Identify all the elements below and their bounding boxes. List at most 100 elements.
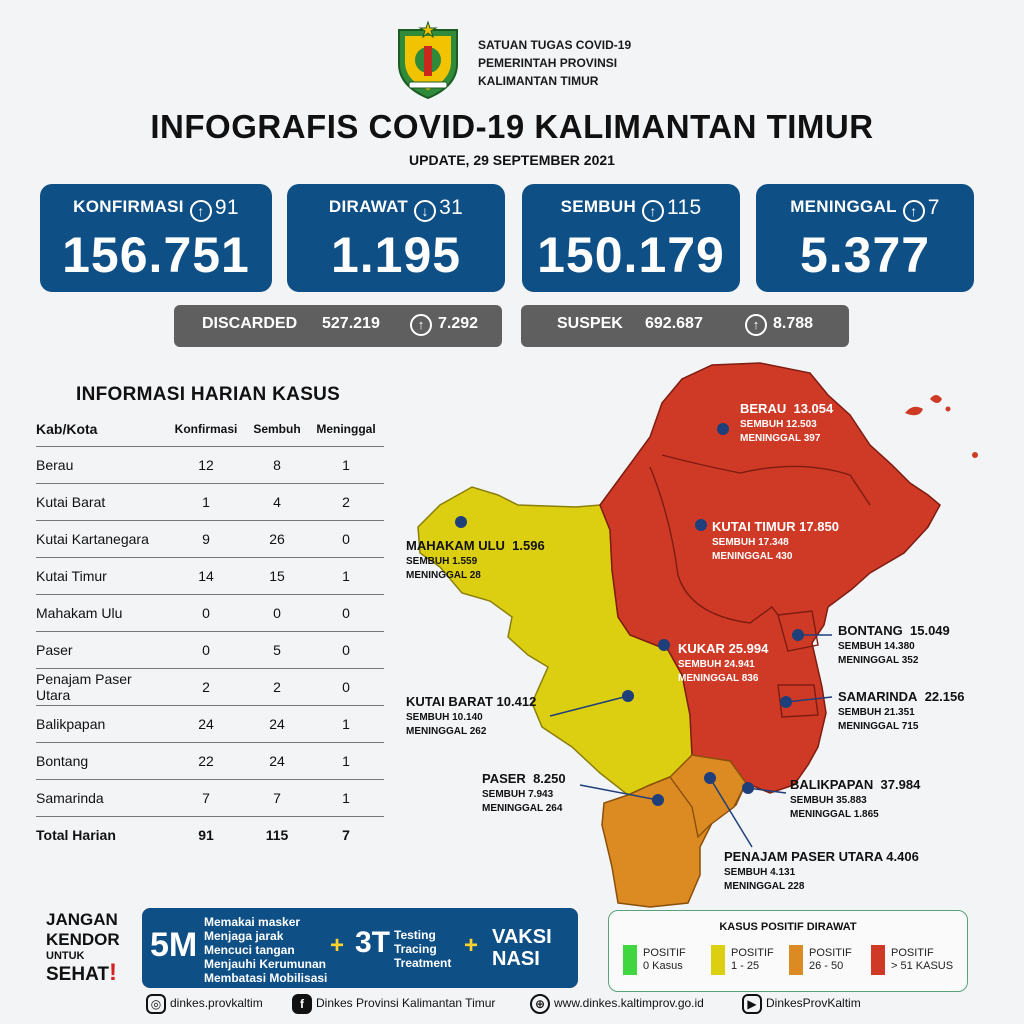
konfirmasi-card: KONFIRMASI ↑ 91 156.751	[40, 184, 272, 292]
meninggal-value: 5.377	[799, 227, 931, 283]
table-row: Samarinda 7 7 1	[36, 779, 384, 817]
cell-sembuh: 4	[246, 483, 308, 521]
col-konfirmasi: Konfirmasi	[166, 412, 246, 447]
legend-item-0: POSITIF 0 Kasus	[643, 947, 686, 972]
col-meninggal: Meninggal	[308, 412, 384, 447]
table-title: INFORMASI HARIAN KASUS	[76, 384, 341, 405]
suspek-label: SUSPEK	[557, 315, 623, 332]
table-row: Mahakam Ulu 0 0 0	[36, 594, 384, 632]
col-kabkota: Kab/Kota	[36, 412, 166, 447]
kaltim-emblem-logo	[398, 20, 458, 100]
youtube-icon: ▶	[742, 994, 762, 1014]
meninggal-delta: 7	[927, 196, 940, 219]
cell-konfirmasi: 9	[166, 520, 246, 558]
footer-facebook[interactable]: f Dinkes Provinsi Kalimantan Timur	[292, 994, 495, 1014]
cell-kabkota: Kutai Timur	[36, 557, 166, 595]
organization-name: SATUAN TUGAS COVID-19 PEMERINTAH PROVINS…	[478, 36, 631, 90]
update-date: UPDATE, 29 SEPTEMBER 2021	[409, 152, 615, 168]
suspek-value: 692.687	[645, 315, 703, 332]
region-red-districts	[599, 362, 941, 794]
cell-sembuh: 7	[246, 779, 308, 817]
cell-konfirmasi: 0	[166, 631, 246, 669]
cell-kabkota: Mahakam Ulu	[36, 594, 166, 632]
sembuh-card: SEMBUH ↑ 115 150.179	[522, 184, 740, 292]
instagram-icon: ◎	[146, 994, 166, 1014]
cell-kabkota: Bontang	[36, 742, 166, 780]
cell-sembuh: 15	[246, 557, 308, 595]
cell-meninggal: 0	[308, 668, 384, 706]
arrow-up-icon: ↑	[642, 200, 665, 222]
cell-sembuh: 26	[246, 520, 308, 558]
org-line-2: PEMERINTAH PROVINSI	[478, 56, 618, 70]
arrow-up-icon: ↑	[410, 314, 432, 336]
cell-kabkota: Kutai Kartanegara	[36, 520, 166, 558]
5m-3t-campaign-banner: 5M Memakai masker Menjaga jarak Mencuci …	[142, 908, 578, 988]
cell-sembuh: 8	[246, 446, 308, 484]
cell-meninggal: 0	[308, 520, 384, 558]
label-mahakam-ulu: MAHAKAM ULU 1.596 SEMBUH 1.559 MENINGGAL…	[406, 538, 545, 581]
suspek-bar: SUSPEK 692.687 ↑ 8.788	[521, 305, 849, 347]
org-line-1: SATUAN TUGAS COVID-19	[478, 38, 632, 52]
org-line-3: KALIMANTAN TIMUR	[478, 74, 599, 88]
table-header-row: Kab/Kota Konfirmasi Sembuh Meninggal	[36, 412, 384, 447]
footer-instagram[interactable]: ◎ dinkes.provkaltim	[146, 994, 263, 1014]
map-legend: KASUS POSITIF DIRAWAT POSITIF 0 Kasus POS…	[608, 910, 968, 992]
discarded-bar: DISCARDED 527.219 ↑ 7.292	[174, 305, 502, 347]
table-row: Berau 12 8 1	[36, 446, 384, 484]
sembuh-label: SEMBUH	[560, 197, 637, 216]
vaksinasi-label: VAKSI NASI	[492, 926, 552, 970]
cell-total-meninggal: 7	[342, 826, 350, 843]
meninggal-card: MENINGGAL ↑ 7 5.377	[756, 184, 974, 292]
cell-sembuh: 5	[246, 631, 308, 669]
col-sembuh: Sembuh	[246, 412, 308, 447]
cell-kabkota: Paser	[36, 631, 166, 669]
facebook-icon: f	[292, 994, 312, 1014]
cell-total-label: Total Harian	[36, 826, 116, 843]
label-paser: PASER 8.250 SEMBUH 7.943 MENINGGAL 264	[482, 771, 566, 814]
cell-konfirmasi: 24	[166, 705, 246, 743]
legend-swatch-green	[623, 945, 637, 975]
3t-list: Testing Tracing Treatment	[394, 928, 452, 970]
cell-meninggal: 1	[308, 742, 384, 780]
3t-label: 3T	[355, 926, 391, 959]
dirawat-delta: 31	[439, 196, 464, 219]
label-kutai-timur: KUTAI TIMUR 17.850 SEMBUH 17.348 MENINGG…	[712, 519, 839, 562]
footer-website[interactable]: ⊕ www.dinkes.kaltimprov.go.id	[530, 994, 704, 1014]
cell-meninggal: 2	[308, 483, 384, 521]
table-row: Bontang 22 24 1	[36, 742, 384, 780]
table-row: Kutai Timur 14 15 1	[36, 557, 384, 595]
cell-kabkota: Samarinda	[36, 779, 166, 817]
cell-sembuh: 24	[246, 742, 308, 780]
konfirmasi-delta: 91	[214, 196, 239, 219]
table-row: Paser 0 5 0	[36, 631, 384, 669]
dirawat-label: DIRAWAT	[328, 197, 409, 216]
cell-konfirmasi: 12	[166, 446, 246, 484]
arrow-up-icon: ↑	[745, 314, 767, 336]
legend-item-3: POSITIF > 51 KASUS	[891, 947, 954, 972]
legend-swatch-orange	[789, 945, 803, 975]
cell-sembuh: 0	[246, 594, 308, 632]
5m-list: Memakai masker Menjaga jarak Mencuci tan…	[204, 915, 328, 985]
cell-konfirmasi: 14	[166, 557, 246, 595]
cell-meninggal: 0	[308, 631, 384, 669]
table-row: Penajam Paser Utara 2 2 0	[36, 668, 384, 706]
label-penajam-paser-utara: PENAJAM PASER UTARA 4.406 SEMBUH 4.131 M…	[724, 849, 919, 892]
cell-konfirmasi: 2	[166, 668, 246, 706]
globe-icon: ⊕	[530, 994, 550, 1014]
plus-icon: +	[464, 932, 479, 959]
label-kutai-barat: KUTAI BARAT 10.412 SEMBUH 10.140 MENINGG…	[406, 694, 537, 737]
cell-kabkota: Balikpapan	[36, 705, 166, 743]
legend-title: KASUS POSITIF DIRAWAT	[719, 921, 857, 933]
meninggal-label: MENINGGAL	[790, 197, 897, 216]
label-berau: BERAU 13.054 SEMBUH 12.503 MENINGGAL 397	[740, 401, 834, 444]
arrow-up-icon: ↑	[902, 200, 925, 222]
legend-item-1: POSITIF 1 - 25	[731, 947, 774, 972]
discarded-value: 527.219	[322, 315, 380, 332]
legend-swatch-red	[871, 945, 885, 975]
label-kukar: KUKAR 25.994 SEMBUH 24.941 MENINGGAL 836	[678, 641, 769, 684]
cell-meninggal: 1	[308, 779, 384, 817]
table-total-row: Total Harian 91 115 7	[36, 816, 384, 853]
cell-total-sembuh: 115	[265, 826, 289, 843]
footer-youtube[interactable]: ▶ DinkesProvKaltim	[742, 994, 861, 1014]
table-row: Kutai Kartanegara 9 26 0	[36, 520, 384, 558]
